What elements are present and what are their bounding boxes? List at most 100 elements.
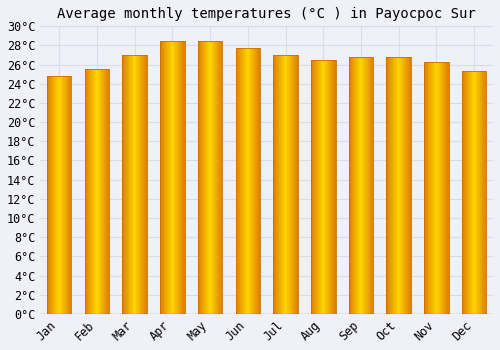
Bar xyxy=(430,62,431,314)
Bar xyxy=(126,55,128,314)
Bar xyxy=(274,55,275,314)
Bar xyxy=(201,41,202,314)
Bar xyxy=(64,76,66,314)
Bar xyxy=(122,55,123,314)
Bar xyxy=(129,55,130,314)
Bar xyxy=(434,62,435,314)
Bar xyxy=(322,60,324,314)
Bar xyxy=(400,57,401,314)
Bar xyxy=(479,71,480,314)
Bar xyxy=(163,41,164,314)
Bar xyxy=(429,62,430,314)
Bar xyxy=(144,55,145,314)
Bar xyxy=(409,57,410,314)
Bar xyxy=(67,76,68,314)
Bar xyxy=(198,41,199,314)
Bar xyxy=(58,76,59,314)
Bar xyxy=(199,41,200,314)
Bar xyxy=(348,57,374,314)
Bar xyxy=(247,48,248,314)
Bar xyxy=(142,55,143,314)
Bar xyxy=(255,48,256,314)
Bar xyxy=(84,69,86,314)
Bar xyxy=(313,60,314,314)
Bar xyxy=(394,57,395,314)
Bar xyxy=(133,55,134,314)
Bar xyxy=(274,55,298,314)
Bar xyxy=(316,60,317,314)
Bar xyxy=(243,48,244,314)
Bar xyxy=(160,41,162,314)
Bar xyxy=(167,41,168,314)
Bar xyxy=(296,55,297,314)
Bar xyxy=(208,41,209,314)
Bar xyxy=(88,69,89,314)
Bar xyxy=(388,57,389,314)
Bar xyxy=(106,69,108,314)
Bar xyxy=(172,41,173,314)
Bar xyxy=(444,62,445,314)
Bar xyxy=(312,60,313,314)
Bar xyxy=(140,55,141,314)
Bar xyxy=(465,71,466,314)
Bar xyxy=(100,69,101,314)
Bar xyxy=(105,69,106,314)
Bar xyxy=(198,41,222,314)
Bar xyxy=(209,41,210,314)
Bar xyxy=(438,62,439,314)
Bar xyxy=(473,71,474,314)
Bar xyxy=(369,57,370,314)
Bar xyxy=(248,48,249,314)
Bar xyxy=(484,71,485,314)
Bar xyxy=(478,71,479,314)
Bar xyxy=(54,76,55,314)
Bar xyxy=(476,71,478,314)
Bar xyxy=(332,60,333,314)
Bar xyxy=(398,57,400,314)
Bar xyxy=(328,60,329,314)
Bar xyxy=(293,55,294,314)
Bar xyxy=(292,55,293,314)
Bar xyxy=(387,57,388,314)
Bar xyxy=(176,41,178,314)
Bar xyxy=(311,60,336,314)
Bar xyxy=(251,48,252,314)
Bar xyxy=(244,48,245,314)
Bar xyxy=(103,69,104,314)
Bar xyxy=(435,62,436,314)
Bar xyxy=(138,55,139,314)
Bar xyxy=(63,76,64,314)
Bar xyxy=(90,69,91,314)
Bar xyxy=(331,60,332,314)
Bar xyxy=(98,69,100,314)
Bar xyxy=(485,71,486,314)
Bar xyxy=(48,76,50,314)
Bar xyxy=(102,69,103,314)
Bar xyxy=(87,69,88,314)
Bar xyxy=(391,57,392,314)
Bar xyxy=(280,55,281,314)
Bar xyxy=(89,69,90,314)
Bar xyxy=(130,55,131,314)
Bar xyxy=(482,71,483,314)
Bar xyxy=(128,55,129,314)
Bar xyxy=(213,41,214,314)
Bar xyxy=(217,41,218,314)
Bar xyxy=(84,69,109,314)
Bar xyxy=(437,62,438,314)
Bar xyxy=(396,57,397,314)
Bar xyxy=(361,57,362,314)
Bar xyxy=(424,62,448,314)
Bar xyxy=(320,60,321,314)
Bar xyxy=(311,60,312,314)
Bar xyxy=(168,41,170,314)
Bar xyxy=(288,55,289,314)
Bar xyxy=(428,62,429,314)
Bar xyxy=(60,76,61,314)
Bar xyxy=(326,60,327,314)
Bar xyxy=(122,55,147,314)
Bar xyxy=(284,55,285,314)
Bar xyxy=(329,60,330,314)
Bar xyxy=(212,41,213,314)
Bar xyxy=(358,57,359,314)
